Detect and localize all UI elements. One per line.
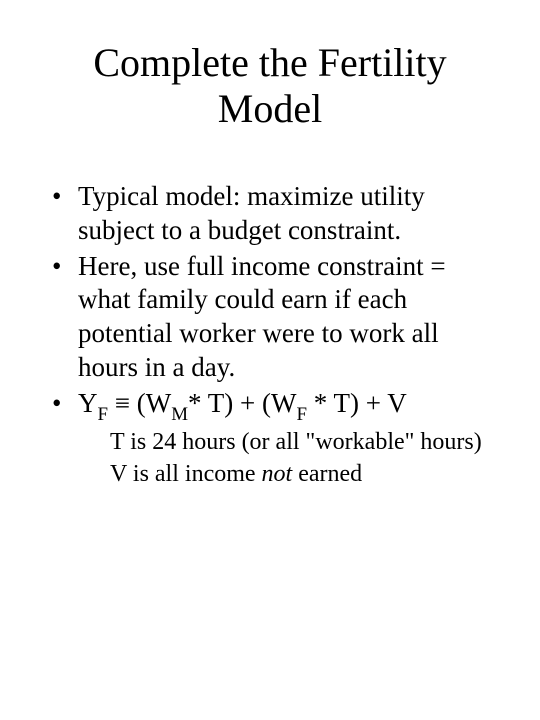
bullet-2: Here, use full income constraint = what … [48,250,492,385]
bullet-3-equation: YF ≡ (WM* T) + (WF * T) + V [48,387,492,425]
bullet-list: Typical model: maximize utility subject … [48,180,492,425]
sub2-post: earned [292,461,362,487]
eq-equiv: ≡ (W [108,388,171,418]
sub2-ital: not [262,461,293,487]
sub2-pre: V is all income [110,461,262,487]
eq-sub-m: M [171,404,188,425]
eq-y: Y [78,388,98,418]
eq-sub-f1: F [98,404,109,425]
eq-mid1: * T) + (W [188,388,296,418]
subline-2: V is all income not earned [48,459,492,489]
eq-mid2: * T) + V [307,388,407,418]
slide-title: Complete the Fertility Model [48,40,492,132]
bullet-1: Typical model: maximize utility subject … [48,180,492,248]
eq-sub-f2: F [296,404,307,425]
subline-1: T is 24 hours (or all "workable" hours) [48,427,492,457]
